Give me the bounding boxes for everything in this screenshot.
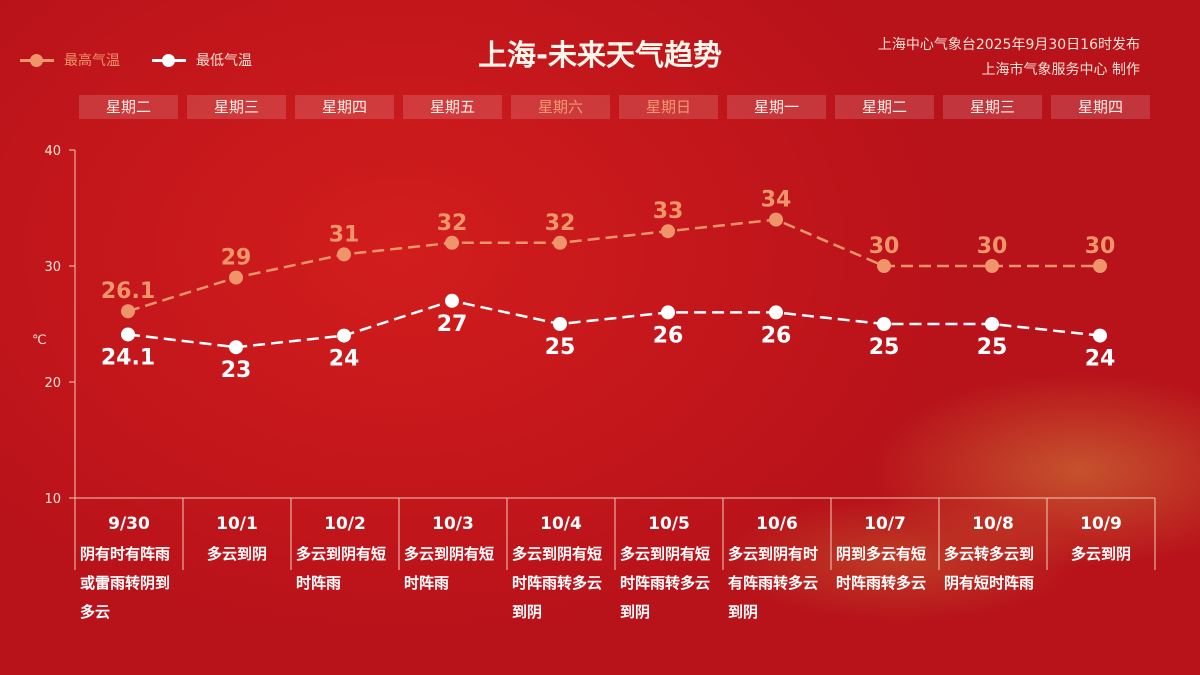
data-label-high: 32 bbox=[545, 211, 576, 236]
forecast-day: 10/2 多云到阴有短时阵雨 bbox=[291, 500, 399, 598]
date-label: 10/5 bbox=[648, 514, 690, 534]
weekday-label: 星期一 bbox=[727, 95, 826, 119]
forecast-day: 9/30 阴有时有阵雨或雷雨转阴到多云 bbox=[75, 500, 183, 627]
date-label: 9/30 bbox=[108, 514, 150, 534]
data-label-high: 30 bbox=[1085, 234, 1116, 259]
weekday-label: 星期六 bbox=[511, 95, 610, 119]
date-label: 10/6 bbox=[756, 514, 798, 534]
y-axis-label: ℃ bbox=[32, 333, 47, 348]
date-label: 10/9 bbox=[1080, 514, 1122, 534]
weekday-label: 星期二 bbox=[835, 95, 934, 119]
data-label-low: 24 bbox=[329, 347, 360, 372]
data-label-low: 24.1 bbox=[101, 345, 155, 370]
weather-description: 多云到阴有短时阵雨 bbox=[404, 545, 495, 592]
forecast-day: 10/3 多云到阴有短时阵雨 bbox=[399, 500, 507, 598]
weather-description: 多云到阴 bbox=[1070, 545, 1131, 563]
date-label: 10/4 bbox=[540, 514, 582, 534]
data-point-low bbox=[769, 305, 783, 320]
data-point-low bbox=[337, 328, 351, 343]
data-point-high bbox=[877, 259, 891, 273]
legend-low-label: 最低气温 bbox=[196, 53, 252, 69]
legend-high-marker-icon bbox=[20, 53, 54, 67]
y-tick-label: 30 bbox=[44, 260, 61, 275]
data-point-low bbox=[445, 293, 459, 308]
data-label-low: 26 bbox=[761, 323, 792, 348]
weather-description: 多云到阴有短时阵雨 bbox=[296, 545, 387, 592]
date-label: 10/8 bbox=[972, 514, 1014, 534]
date-label: 10/1 bbox=[216, 514, 258, 534]
data-label-high: 26.1 bbox=[101, 279, 155, 304]
data-point-high bbox=[121, 304, 135, 319]
data-label-high: 34 bbox=[761, 188, 792, 213]
weather-description: 多云到阴有时有阵雨转多云到阴 bbox=[728, 545, 819, 621]
legend-high-label: 最高气温 bbox=[64, 53, 120, 69]
data-label-high: 29 bbox=[221, 246, 252, 271]
data-point-low bbox=[553, 317, 567, 331]
weekday-label: 星期四 bbox=[295, 95, 394, 119]
date-label: 10/7 bbox=[864, 514, 906, 534]
weekday-label: 星期日 bbox=[619, 95, 718, 119]
date-label: 10/3 bbox=[432, 514, 474, 534]
weekday-label: 星期三 bbox=[187, 95, 286, 119]
data-point-high bbox=[445, 235, 459, 250]
weather-description: 多云到阴 bbox=[206, 545, 267, 563]
weather-description: 多云到阴有短时阵雨转多云到阴 bbox=[512, 545, 603, 621]
weekday-label: 星期三 bbox=[943, 95, 1042, 119]
forecast-day: 10/6 多云到阴有时有阵雨转多云到阴 bbox=[723, 500, 831, 627]
data-label-high: 30 bbox=[977, 234, 1008, 259]
data-point-high bbox=[661, 224, 675, 239]
data-label-low: 25 bbox=[545, 335, 576, 360]
data-point-low bbox=[121, 327, 135, 342]
data-point-high bbox=[985, 259, 999, 273]
y-tick-label: 40 bbox=[44, 144, 61, 159]
data-label-high: 31 bbox=[329, 222, 360, 247]
series-line-low bbox=[127, 299, 1101, 349]
data-point-high bbox=[1093, 259, 1107, 273]
data-point-low bbox=[229, 340, 243, 355]
data-label-high: 30 bbox=[869, 234, 900, 259]
forecast-day: 10/4 多云到阴有短时阵雨转多云到阴 bbox=[507, 500, 615, 627]
weather-description: 阴有时有阵雨或雷雨转阴到多云 bbox=[80, 545, 171, 621]
data-point-low bbox=[661, 305, 675, 320]
data-label-low: 25 bbox=[977, 335, 1008, 360]
y-tick-label: 20 bbox=[44, 376, 61, 391]
forecast-day: 10/5 多云到阴有短时阵雨转多云到阴 bbox=[615, 500, 723, 627]
publish-info: 上海中心气象台2025年9月30日16时发布 bbox=[877, 37, 1140, 53]
legend-low-marker-icon bbox=[152, 53, 186, 67]
data-label-low: 26 bbox=[653, 323, 684, 348]
forecast-day: 10/9 多云到阴 bbox=[1047, 500, 1155, 569]
y-tick-label: 10 bbox=[44, 492, 61, 507]
data-label-low: 25 bbox=[869, 335, 900, 360]
data-label-high: 33 bbox=[653, 199, 684, 224]
data-point-low bbox=[1093, 328, 1107, 343]
forecast-day: 10/7 阴到多云有短时阵雨转多云 bbox=[831, 500, 939, 598]
data-point-high bbox=[553, 235, 567, 250]
weather-description: 阴到多云有短时阵雨转多云 bbox=[836, 545, 927, 592]
weather-description: 多云到阴有短时阵雨转多云到阴 bbox=[620, 545, 711, 621]
weather-description: 多云转多云到阴有短时阵雨 bbox=[944, 545, 1035, 592]
data-label-low: 27 bbox=[437, 312, 468, 337]
legend-high: 最高气温 bbox=[20, 50, 120, 70]
data-point-low bbox=[985, 317, 999, 331]
weekday-label: 星期四 bbox=[1051, 95, 1150, 119]
legend-low: 最低气温 bbox=[152, 50, 252, 70]
data-point-low bbox=[877, 317, 891, 331]
producer-info: 上海市气象服务中心 制作 bbox=[981, 62, 1140, 78]
forecast-day: 10/8 多云转多云到阴有短时阵雨 bbox=[939, 500, 1047, 598]
series-line-high bbox=[127, 218, 1100, 313]
page-title: 上海-未来天气趋势 bbox=[477, 38, 723, 72]
data-point-high bbox=[769, 212, 783, 227]
weekday-label: 星期二 bbox=[79, 95, 178, 119]
weekday-label: 星期五 bbox=[403, 95, 502, 119]
data-label-low: 24 bbox=[1085, 347, 1116, 372]
date-label: 10/2 bbox=[324, 514, 366, 534]
data-label-low: 23 bbox=[221, 358, 252, 383]
data-label-high: 32 bbox=[437, 211, 468, 236]
forecast-day: 10/1 多云到阴 bbox=[183, 500, 291, 569]
data-point-high bbox=[337, 247, 351, 262]
data-point-high bbox=[229, 270, 243, 285]
